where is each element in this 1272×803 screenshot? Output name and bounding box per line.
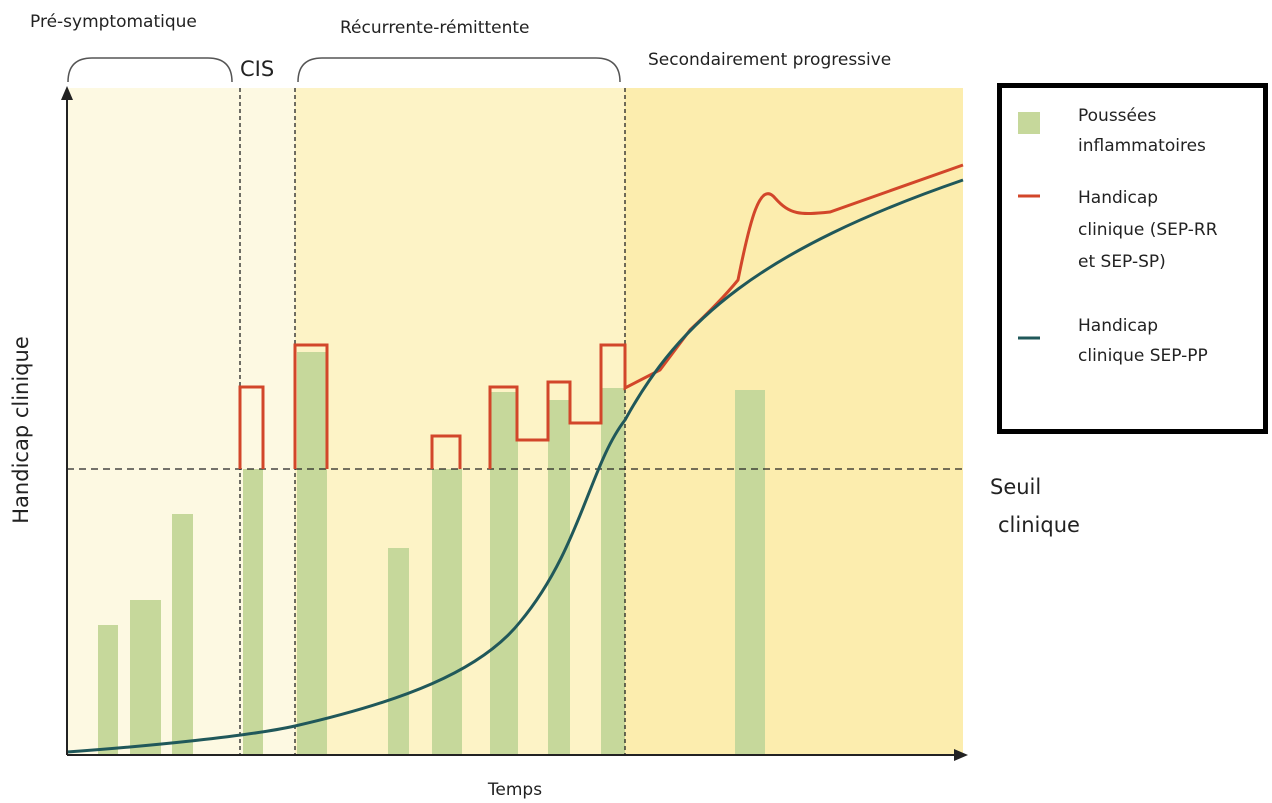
legend-text: clinique SEP-PP (1078, 346, 1208, 366)
legend-box (997, 83, 1268, 434)
bar (432, 469, 462, 755)
legend-text: inflammatoires (1078, 136, 1206, 156)
teal-curve (66, 178, 964, 754)
axes (66, 96, 958, 756)
bracket (297, 57, 621, 83)
bar (388, 548, 409, 755)
legend-text: Handicap (1078, 188, 1158, 208)
bar (297, 352, 327, 755)
bar (548, 400, 570, 755)
threshold-label: Seuil (990, 475, 1041, 499)
bracket (67, 57, 233, 83)
dividers (67, 88, 963, 755)
threshold-label: clinique (998, 513, 1080, 537)
y-arrow (61, 86, 73, 100)
bar (601, 388, 625, 755)
bar (98, 625, 118, 755)
phase-label: CIS (240, 57, 274, 81)
phase-label: Secondairement progressive (648, 50, 891, 70)
bar (243, 469, 263, 755)
bar (735, 390, 765, 755)
y-axis-label: Handicap clinique (9, 336, 33, 523)
legend-swatch (1018, 112, 1040, 134)
legend-text: Handicap (1078, 316, 1158, 336)
x-axis-label: Temps (487, 780, 542, 800)
bar (172, 514, 193, 755)
legend-text: Poussées (1078, 106, 1156, 126)
bar (490, 392, 518, 755)
phase-label: Récurrente-rémittente (340, 18, 529, 38)
bar (130, 600, 161, 755)
phase-sp-bg (625, 88, 963, 755)
bars (98, 352, 765, 755)
red-curve (238, 163, 964, 469)
legend-text: clinique (SEP-RR (1078, 220, 1218, 240)
x-arrow (954, 749, 968, 761)
phase-label: Pré-symptomatique (30, 12, 197, 32)
legend-text: et SEP-SP) (1078, 252, 1166, 272)
